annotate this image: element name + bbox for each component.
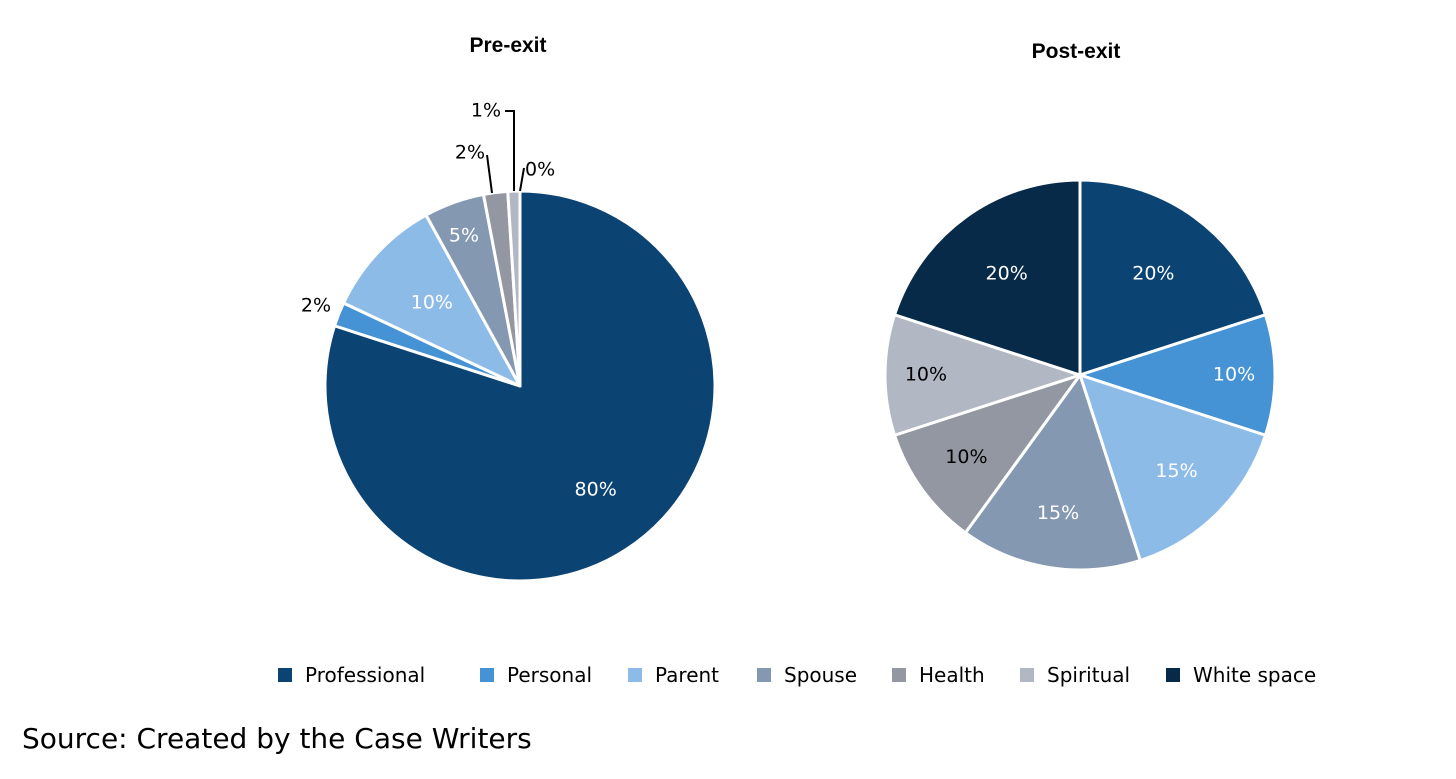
- legend-item-health: Health: [892, 660, 985, 690]
- post-exit-slice-spiritual: [883, 313, 1082, 437]
- legend-label-white-space: White space: [1193, 663, 1317, 687]
- legend-item-parent: Parent: [628, 660, 719, 690]
- pre-exit-leader-line-health: [486, 154, 493, 194]
- post-exit-slice-personal: [1078, 313, 1277, 437]
- legend-label-spouse: Spouse: [784, 663, 858, 687]
- post-exit-slice-spouse: [963, 373, 1142, 572]
- legend-swatch-spiritual: [1020, 668, 1034, 682]
- legend-item-personal: Personal: [480, 660, 592, 690]
- legend-label-parent: Parent: [655, 663, 720, 687]
- pre-exit-leader-line-white-space: [519, 167, 525, 192]
- pre-exit-label-spiritual: 1%: [471, 100, 501, 122]
- pre-exit-slice-parent: [342, 213, 522, 388]
- legend-swatch-white-space: [1166, 668, 1180, 682]
- pre-exit-label-health: 2%: [455, 142, 485, 164]
- legend-swatch-spouse: [757, 668, 771, 682]
- pre-exit-label-parent: 10%: [411, 292, 453, 314]
- post-exit-slice-white-space: [893, 178, 1082, 377]
- legend-item-professional: Professional: [278, 660, 425, 690]
- legend-label-professional: Professional: [305, 663, 426, 687]
- post-exit-slice-health: [893, 373, 1082, 535]
- pre-exit-leader-line-spiritual: [505, 110, 515, 191]
- post-exit-label-parent: 15%: [1155, 460, 1197, 482]
- source-note: Source: Created by the Case Writers: [22, 722, 532, 755]
- post-exit-label-health: 10%: [945, 446, 987, 468]
- pre-exit-label-professional: 80%: [575, 479, 617, 501]
- post-exit-title: Post-exit: [1032, 40, 1121, 63]
- post-exit-label-personal: 10%: [1213, 364, 1255, 386]
- legend-item-white-space: White space: [1166, 660, 1316, 690]
- legend-swatch-professional: [278, 668, 292, 682]
- pre-exit-title: Pre-exit: [469, 34, 546, 57]
- legend-label-personal: Personal: [507, 663, 593, 687]
- post-exit-pie: Post-exit 20% 10% 15% 15% 10% 10% 20%: [883, 40, 1277, 572]
- pre-exit-slice-spiritual: [506, 189, 522, 388]
- legend-item-spiritual: Spiritual: [1020, 660, 1130, 690]
- legend-label-spiritual: Spiritual: [1047, 663, 1131, 687]
- post-exit-label-white-space: 20%: [986, 263, 1028, 285]
- legend: Professional Personal Parent Spouse Heal…: [0, 660, 1456, 690]
- legend-label-health: Health: [919, 663, 985, 687]
- pre-exit-pie: Pre-exit 80% 2% 10% 5% 2% 1% 0%: [301, 34, 717, 583]
- post-exit-label-spiritual: 10%: [905, 364, 947, 386]
- legend-swatch-health: [892, 668, 906, 682]
- pre-exit-label-white-space: 0%: [525, 159, 555, 181]
- post-exit-label-professional: 20%: [1132, 263, 1174, 285]
- post-exit-slice-professional: [1078, 178, 1267, 377]
- post-exit-label-spouse: 15%: [1037, 502, 1079, 524]
- pre-exit-label-personal: 2%: [301, 295, 331, 317]
- pre-exit-label-spouse: 5%: [449, 225, 479, 247]
- legend-swatch-personal: [480, 668, 494, 682]
- legend-item-spouse: Spouse: [757, 660, 857, 690]
- legend-swatch-parent: [628, 668, 642, 682]
